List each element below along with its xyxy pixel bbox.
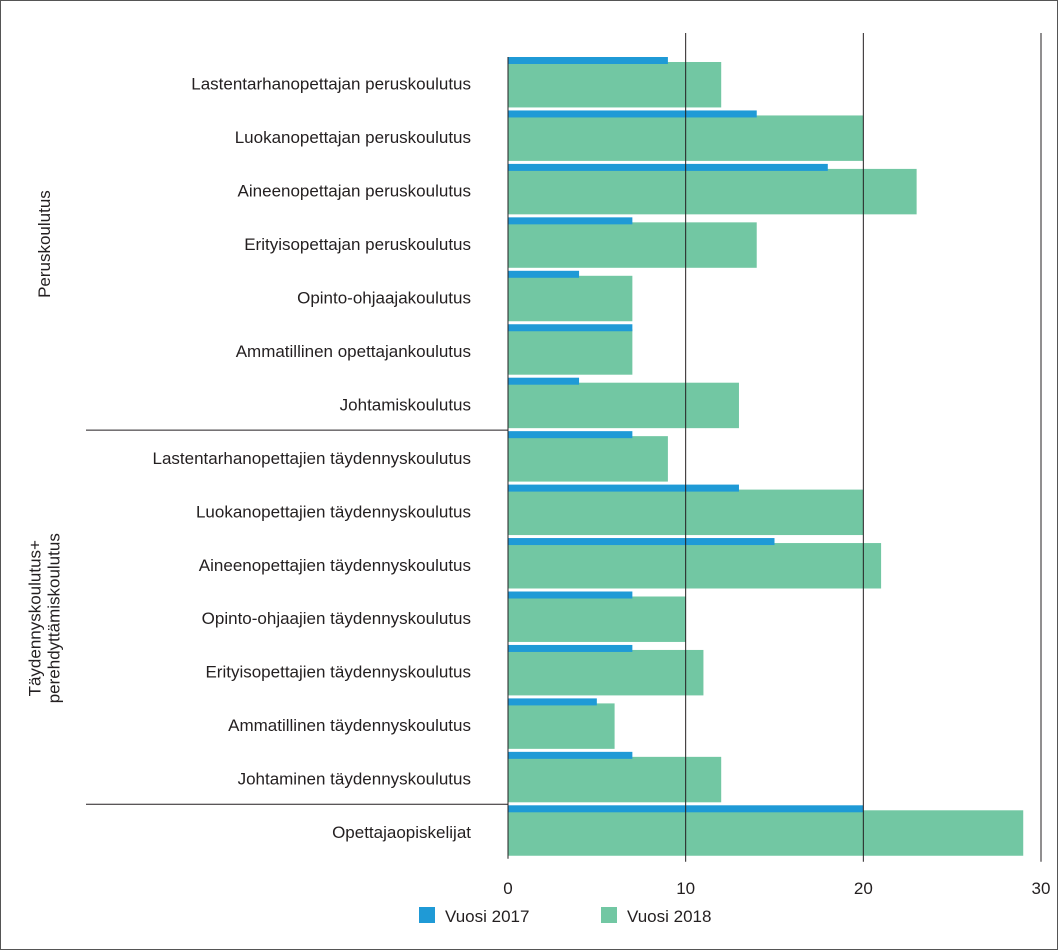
bar-2018 (508, 703, 615, 749)
bar-2018 (508, 275, 633, 322)
category-label: Lastentarhanopettajien täydennyskoulutus (152, 449, 471, 468)
bar-2017 (508, 163, 828, 171)
x-tick-label: 30 (1032, 879, 1051, 898)
legend-swatch (419, 907, 435, 923)
bar-2017 (508, 217, 633, 225)
category-label: Opettajaopiskelijat (332, 823, 471, 842)
category-label: Johtaminen täydennyskoulutus (238, 770, 471, 789)
bar-2017 (508, 57, 668, 64)
bar-2017 (508, 698, 597, 706)
bar-2018 (508, 756, 722, 803)
bar-2018 (508, 382, 739, 429)
bar-2017 (508, 751, 633, 759)
x-tick-label: 20 (854, 879, 873, 898)
category-label: Aineenopettajien täydennyskoulutus (199, 556, 471, 575)
bar-2018 (508, 436, 668, 482)
x-tick-label: 10 (676, 879, 695, 898)
category-label: Erityisopettajien täydennyskoulutus (205, 663, 471, 682)
bar-2017 (508, 431, 633, 439)
bar-2018 (508, 329, 633, 375)
bar-2017 (508, 591, 633, 599)
category-label: Erityisopettajan peruskoulutus (244, 235, 471, 254)
bar-2017 (508, 377, 580, 385)
bar-2018 (508, 168, 917, 215)
bar-2018 (508, 596, 686, 642)
bar-2018 (508, 62, 722, 108)
bar-2017 (508, 644, 633, 652)
legend-swatch (601, 907, 617, 923)
bar-2018 (508, 649, 704, 696)
category-label: Lastentarhanopettajan peruskoulutus (191, 75, 471, 94)
bar-2017 (508, 110, 757, 118)
group-label-line: Täydennyskoulutus+ (26, 540, 45, 696)
group-label-line: perehdyttämiskoulutus (45, 533, 64, 703)
category-label: Ammatillinen täydennyskoulutus (228, 716, 471, 735)
bar-2017 (508, 324, 633, 332)
bar-2018 (508, 810, 1024, 856)
bar-2017 (508, 538, 775, 546)
legend-label: Vuosi 2018 (627, 907, 711, 926)
category-label: Luokanopettajan peruskoulutus (235, 128, 471, 147)
group-label: Täydennyskoulutus+perehdyttämiskoulutus (26, 533, 64, 703)
category-label: Ammatillinen opettajankoulutus (236, 342, 471, 361)
category-label: Johtamiskoulutus (340, 395, 471, 414)
category-label: Opinto-ohjaajakoulutus (297, 289, 471, 308)
legend-label: Vuosi 2017 (445, 907, 529, 926)
bar-2017 (508, 270, 580, 278)
bar-2018 (508, 222, 757, 268)
group-label-line: Peruskoulutus (35, 190, 54, 298)
bar-2017 (508, 484, 739, 492)
x-tick-label: 0 (503, 879, 512, 898)
group-label: Peruskoulutus (35, 190, 54, 298)
category-label: Aineenopettajan peruskoulutus (238, 182, 471, 201)
category-label: Luokanopettajien täydennyskoulutus (196, 502, 471, 521)
bar-2018 (508, 543, 882, 589)
category-label: Opinto-ohjaajien täydennyskoulutus (202, 609, 471, 628)
